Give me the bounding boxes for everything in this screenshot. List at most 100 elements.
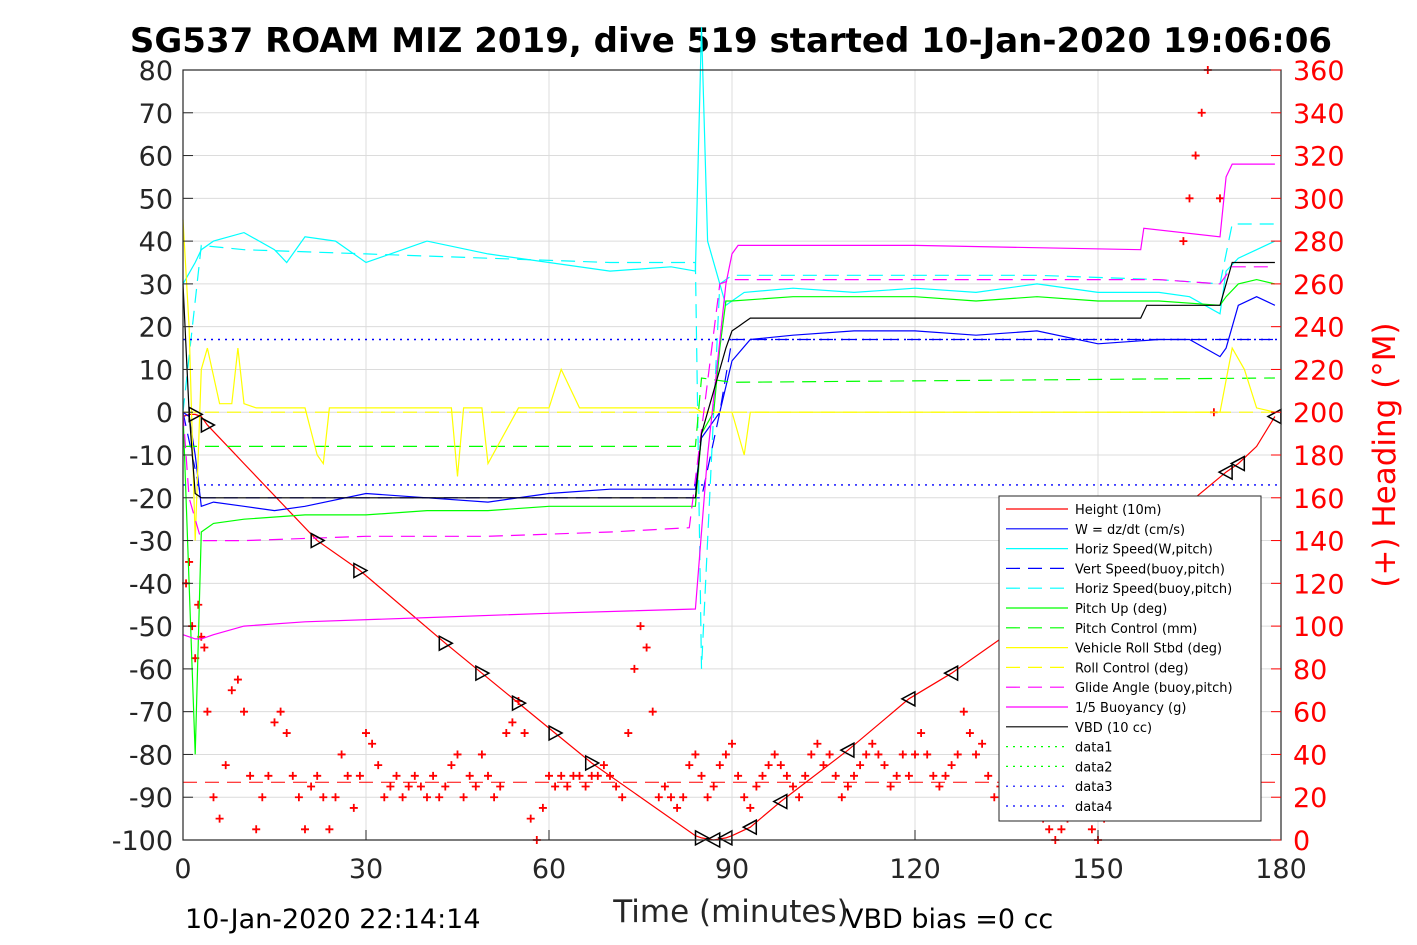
legend-label: data1 <box>1075 741 1113 756</box>
heading-point <box>386 782 395 791</box>
legend-label: 1/5 Buoyancy (g) <box>1075 701 1186 716</box>
heading-point <box>728 739 736 748</box>
y-tick-label: 80 <box>139 56 173 87</box>
height-marker <box>741 818 758 836</box>
heading-point <box>959 707 968 716</box>
heading-point <box>551 782 560 791</box>
series-line-11 <box>182 163 1275 640</box>
heading-point <box>782 771 791 780</box>
heading-point <box>813 739 822 748</box>
heading-point <box>502 729 511 738</box>
heading-point <box>697 771 706 780</box>
heading-point <box>825 750 834 759</box>
footer-vbd-bias: VBD bias =0 cc <box>845 904 1053 935</box>
heading-point <box>319 793 328 802</box>
series-line-3 <box>182 27 1276 315</box>
legend-label: Pitch Control (mm) <box>1075 622 1197 637</box>
y-right-tick-label: 220 <box>1293 355 1345 386</box>
y-right-tick-label: 280 <box>1293 227 1345 258</box>
heading-point <box>837 793 846 802</box>
heading-point <box>819 761 828 770</box>
series-line-10 <box>182 266 1275 542</box>
heading-point <box>258 793 267 802</box>
heading-point <box>758 771 767 780</box>
heading-point <box>1191 151 1200 160</box>
heading-point <box>789 782 797 791</box>
heading-point <box>337 750 346 759</box>
heading-point <box>740 793 749 802</box>
legend-label: VBD (10 cc) <box>1075 721 1152 736</box>
y-tick-label: 60 <box>139 142 173 173</box>
height-marker <box>353 562 369 579</box>
y-tick-label: -40 <box>129 569 173 600</box>
heading-point <box>563 782 572 791</box>
heading-point <box>709 782 718 791</box>
heading-point <box>831 771 840 780</box>
heading-point <box>233 675 242 684</box>
x-tick-label: 150 <box>1072 854 1124 885</box>
y-right-tick-label: 60 <box>1293 698 1327 729</box>
series-line-12 <box>182 261 1275 499</box>
y-tick-label: -100 <box>112 826 173 857</box>
heading-point <box>1057 825 1066 834</box>
heading-point <box>947 761 956 770</box>
heading-point <box>721 750 730 759</box>
heading-point <box>185 557 194 566</box>
heading-point <box>935 782 944 791</box>
y-tick-label: -30 <box>129 527 173 558</box>
heading-point <box>752 782 761 791</box>
heading-point <box>990 793 999 802</box>
heading-point <box>496 782 505 791</box>
heading-point <box>313 771 322 780</box>
y-right-tick-label: 160 <box>1293 484 1345 515</box>
legend-label: Glide Angle (buoy,pitch) <box>1075 681 1233 696</box>
heading-point <box>801 771 810 780</box>
heading-point <box>953 750 962 759</box>
footer-timestamp: 10-Jan-2020 22:14:14 <box>185 904 481 935</box>
heading-point <box>526 814 535 823</box>
y-tick-label: -60 <box>129 655 173 686</box>
heading-point <box>362 729 370 738</box>
heading-point <box>398 793 407 802</box>
x-tick-label: 0 <box>174 854 191 885</box>
heading-point <box>795 793 804 802</box>
y-right-tick-label: 0 <box>1293 826 1310 857</box>
height-marker <box>511 694 528 712</box>
x-tick-label: 60 <box>532 854 566 885</box>
heading-point <box>490 793 499 802</box>
heading-point <box>392 771 401 780</box>
heading-point <box>410 771 419 780</box>
y-tick-label: -50 <box>129 612 173 643</box>
heading-point <box>200 643 209 652</box>
y-right-tick-label: 360 <box>1293 56 1345 87</box>
heading-point <box>380 793 389 802</box>
heading-point <box>886 782 895 791</box>
height-marker <box>1229 455 1246 472</box>
heading-point <box>404 782 413 791</box>
y-tick-label: 50 <box>139 184 173 215</box>
y-tick-label: -80 <box>129 740 173 771</box>
y-right-tick-label: 100 <box>1293 612 1345 643</box>
y-tick-label: -90 <box>129 783 173 814</box>
heading-point <box>355 771 364 780</box>
y-right-tick-label: 40 <box>1293 740 1327 771</box>
heading-point <box>477 750 486 759</box>
x-axis-label: Time (minutes) <box>612 894 848 930</box>
height-marker <box>772 793 788 810</box>
heading-point <box>917 729 926 738</box>
heading-point <box>660 782 669 791</box>
heading-point <box>294 793 303 802</box>
y-right-tick-label: 300 <box>1293 184 1345 215</box>
heading-point <box>484 771 492 780</box>
heading-point <box>276 707 285 716</box>
y-tick-label: 10 <box>139 355 173 386</box>
y-right-tick-label: 240 <box>1293 313 1345 344</box>
heading-point <box>538 803 547 812</box>
heading-point <box>1045 825 1054 834</box>
height-marker <box>200 416 216 434</box>
heading-point <box>892 771 901 780</box>
heading-point <box>349 803 358 812</box>
heading-point <box>862 750 871 759</box>
heading-point <box>215 814 224 823</box>
